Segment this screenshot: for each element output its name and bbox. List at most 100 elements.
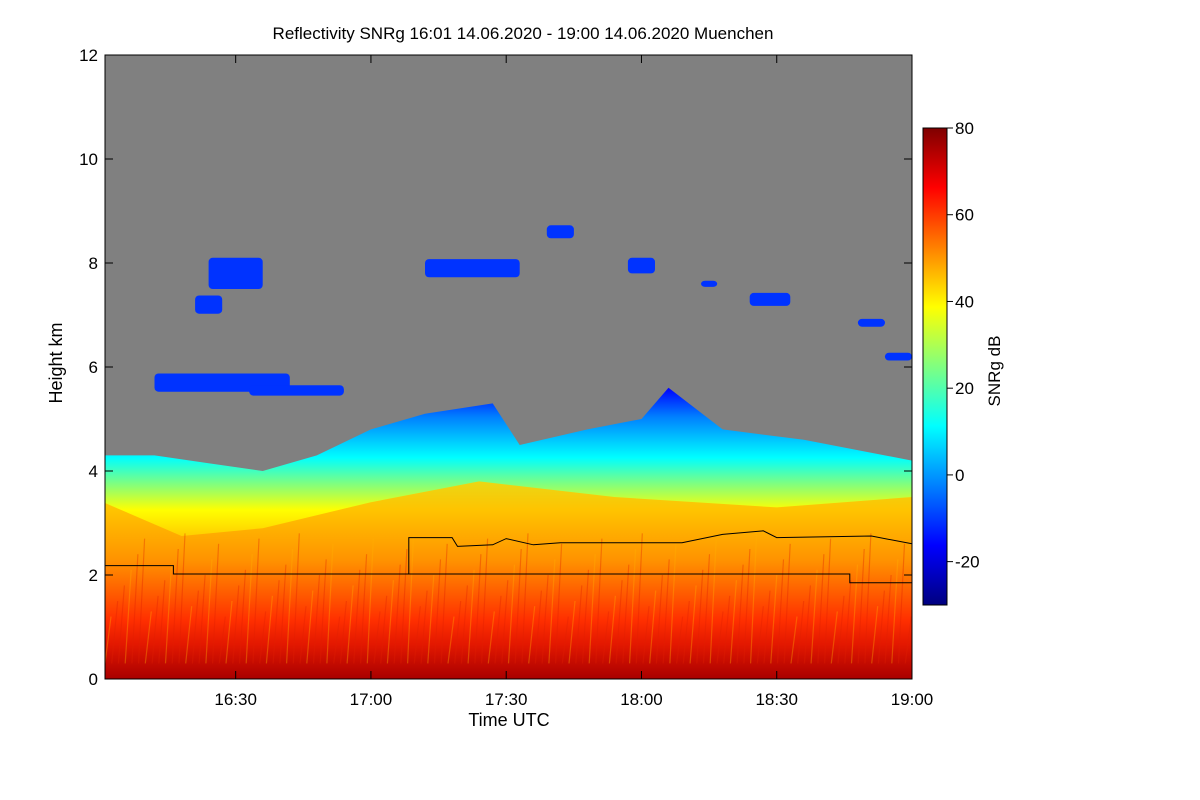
- texture-streak: [131, 554, 139, 664]
- texture-streak: [696, 569, 704, 664]
- texture-streak: [891, 559, 899, 664]
- texture-streak: [548, 559, 556, 664]
- texture-streak: [602, 611, 610, 664]
- texture-streak: [333, 616, 341, 664]
- layer-height-lines: [105, 530, 912, 584]
- texture-streak: [460, 585, 468, 664]
- cloud-patch: [627, 257, 655, 274]
- x-tick-label: 19:00: [891, 690, 934, 709]
- colorbar-label: SNRg dB: [985, 336, 1004, 407]
- colorbar-tick-label: 20: [955, 379, 974, 398]
- texture-streak: [797, 600, 805, 664]
- texture-streak: [595, 538, 603, 664]
- x-axis-label: Time UTC: [468, 710, 549, 730]
- texture-streak: [158, 580, 166, 664]
- texture-streak: [117, 585, 125, 664]
- cloud-patch: [857, 318, 885, 327]
- texture-streak: [682, 600, 690, 664]
- colorbar-tick-label: 80: [955, 119, 974, 138]
- cloud-patches: [154, 225, 912, 396]
- y-axis: 0 2 4 6 8 10 12: [79, 46, 912, 689]
- y-axis-label: Height km: [46, 322, 66, 403]
- texture-streak: [105, 616, 112, 664]
- texture-streak: [736, 564, 744, 664]
- texture-streak: [212, 543, 220, 664]
- texture-streak: [803, 585, 811, 664]
- texture-streak: [413, 606, 421, 664]
- texture-streak: [581, 569, 590, 664]
- texture-streak: [864, 533, 872, 664]
- texture-streak: [857, 548, 865, 664]
- texture-streak: [238, 569, 247, 664]
- cloud-patch: [749, 292, 791, 306]
- texture-streak: [844, 580, 852, 664]
- y-tick-label: 2: [89, 566, 98, 585]
- texture-streak: [689, 585, 697, 664]
- x-tick-label: 18:30: [755, 690, 798, 709]
- texture-streak: [198, 574, 206, 664]
- x-axis: 16:30 17:00 17:30 18:00 18:30 19:00: [214, 55, 933, 709]
- texture-streak: [447, 616, 455, 664]
- texture-streak: [400, 548, 408, 664]
- texture-streak: [144, 611, 152, 664]
- texture-streak: [393, 564, 401, 664]
- texture-streak: [481, 538, 489, 664]
- texture-streak: [629, 548, 637, 664]
- texture-streak: [877, 590, 885, 664]
- cloud-patch: [195, 295, 223, 314]
- texture-streak: [702, 554, 711, 664]
- texture-streak: [138, 538, 146, 664]
- texture-streak: [555, 543, 563, 664]
- texture-streak: [541, 574, 549, 664]
- texture-streak: [433, 559, 442, 664]
- texture-streak: [279, 564, 287, 664]
- texture-streak: [232, 585, 240, 664]
- texture-streak: [440, 543, 448, 664]
- layer-height-line: [105, 530, 912, 575]
- texture-streak: [339, 600, 347, 664]
- y-tick-label: 12: [79, 46, 98, 65]
- texture-streak: [904, 616, 912, 664]
- x-tick-label: 18:00: [620, 690, 663, 709]
- cloud-patch: [249, 385, 344, 396]
- texture-streak: [642, 606, 650, 664]
- y-tick-label: 0: [89, 670, 98, 689]
- x-tick-label: 16:30: [214, 690, 257, 709]
- colorbar: [922, 127, 948, 606]
- colorbar-tick-label: -20: [955, 553, 980, 572]
- texture-streak: [837, 595, 845, 664]
- texture-streak: [191, 590, 199, 664]
- x-tick-label: 17:00: [350, 690, 393, 709]
- chart-title: Reflectivity SNRg 16:01 14.06.2020 - 19:…: [273, 24, 774, 43]
- colorbar-tick-label: 40: [955, 292, 974, 311]
- texture-streak: [850, 564, 859, 664]
- texture-streak: [662, 559, 670, 664]
- texture-streak: [501, 580, 509, 664]
- texture-streak: [770, 574, 778, 664]
- texture-streak: [292, 533, 300, 664]
- texture-streak: [507, 564, 516, 664]
- texture-streak: [824, 538, 832, 664]
- texture-streak: [655, 574, 663, 664]
- texture-streak: [756, 606, 764, 664]
- texture-streak: [635, 533, 643, 664]
- mixed-layer-area: [105, 481, 912, 679]
- texture-streak: [615, 580, 623, 664]
- x-tick-label: 17:30: [485, 690, 528, 709]
- texture-streak: [884, 574, 892, 664]
- texture-streak: [669, 543, 677, 664]
- texture-streak: [265, 595, 273, 664]
- texture-streak: [783, 543, 791, 664]
- texture-streak: [743, 548, 751, 664]
- texture-streak: [494, 595, 502, 664]
- texture-streak: [346, 585, 354, 664]
- texture-streak: [353, 569, 361, 664]
- texture-streak: [871, 606, 879, 664]
- y-tick-label: 8: [89, 254, 98, 273]
- texture-streak: [830, 611, 838, 664]
- texture-streak: [528, 606, 536, 664]
- texture-streak: [205, 559, 213, 664]
- texture-streak: [723, 595, 731, 664]
